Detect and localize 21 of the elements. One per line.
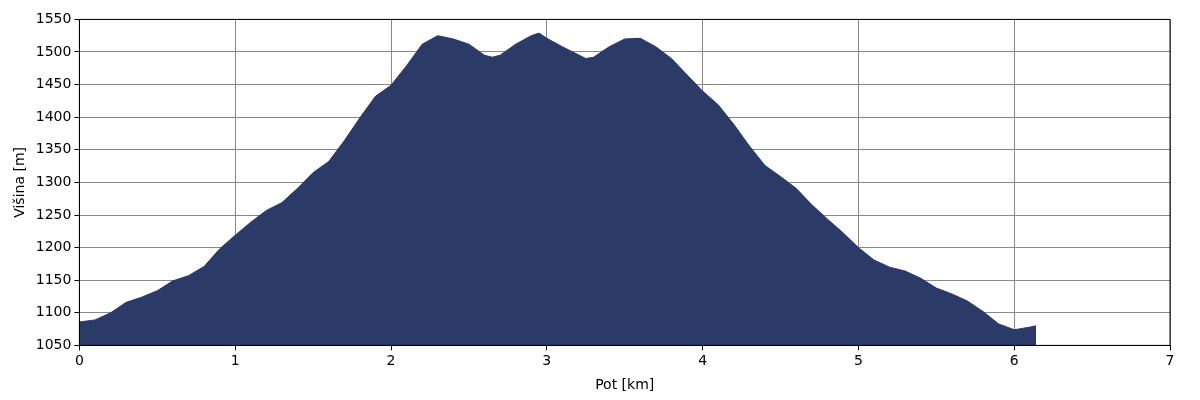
- y-tick-label: 1250: [35, 205, 72, 222]
- y-tick-label: 1100: [35, 303, 72, 320]
- x-tick-label: 6: [1009, 352, 1019, 369]
- y-axis-title: Višina [m]: [11, 146, 28, 218]
- x-tick-label: 2: [386, 352, 396, 369]
- x-tick-label: 0: [74, 352, 84, 369]
- y-tick-label: 1300: [35, 173, 72, 190]
- x-tick-label: 4: [698, 352, 708, 369]
- y-tick-label: 1150: [35, 270, 72, 287]
- y-tick-label: 1350: [35, 140, 72, 157]
- x-tick-label: 3: [542, 352, 552, 369]
- y-tick-label: 1050: [35, 336, 72, 353]
- y-tick-label: 1200: [35, 238, 72, 255]
- x-tick-label: 5: [853, 352, 863, 369]
- x-tick-label: 1: [230, 352, 240, 369]
- y-tick-label: 1450: [35, 75, 72, 92]
- y-tick-label: 1400: [35, 107, 72, 124]
- y-tick-label: 1550: [35, 10, 72, 27]
- x-axis-title: Pot [km]: [595, 376, 655, 393]
- x-tick-label: 7: [1165, 352, 1175, 369]
- y-tick-label: 1500: [35, 42, 72, 59]
